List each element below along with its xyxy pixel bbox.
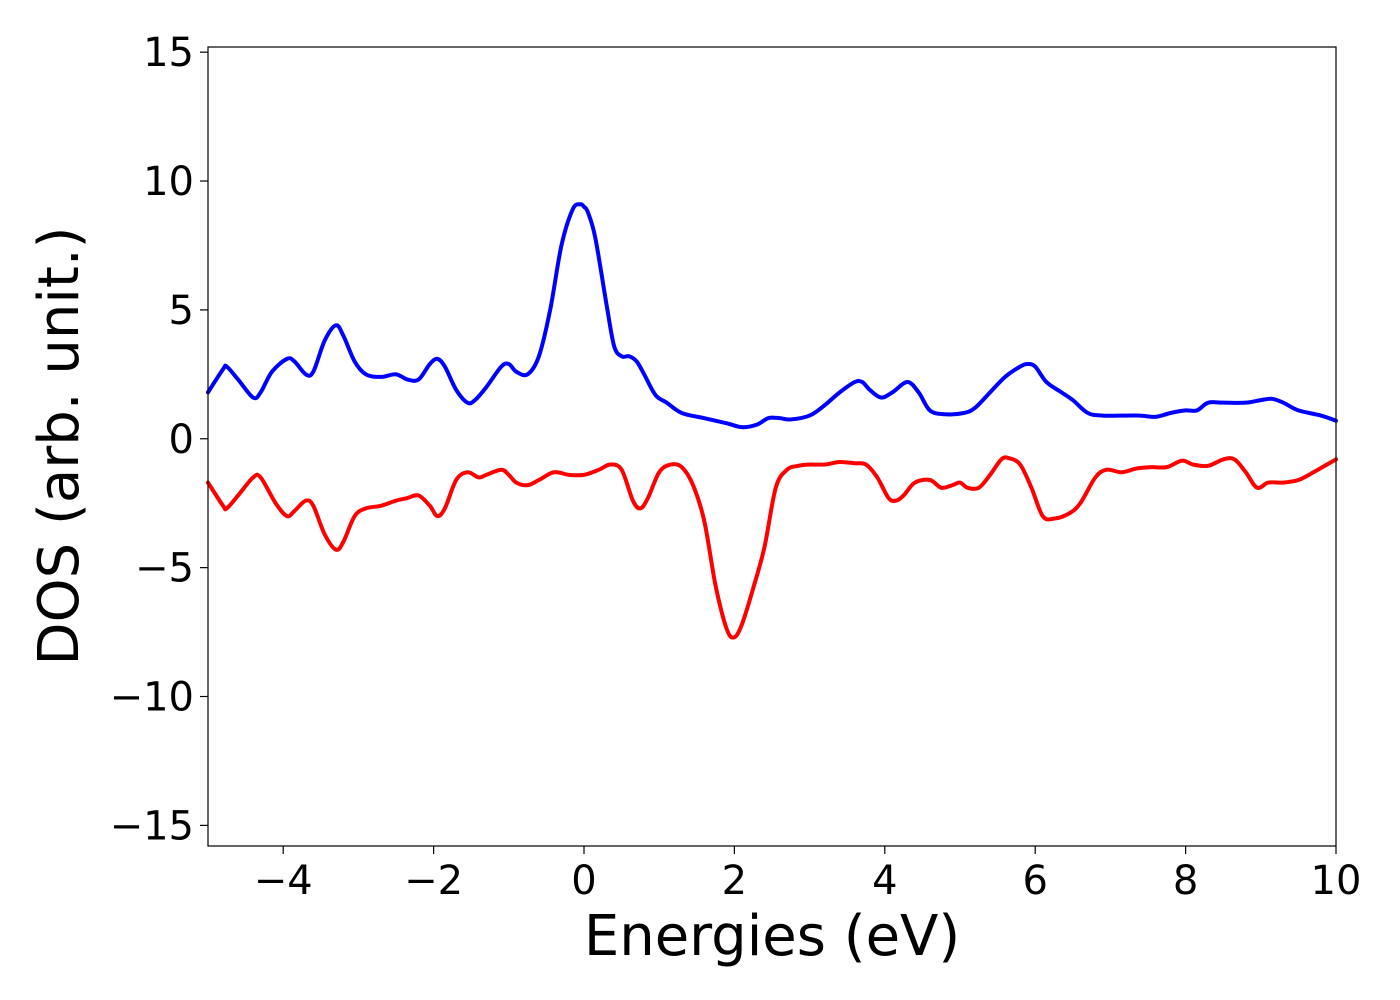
series-layer (206, 202, 1338, 640)
x-tick-label: 8 (1173, 858, 1198, 904)
x-tick-label: −2 (404, 858, 463, 904)
y-axis-label: DOS (arb. unit.) (27, 226, 92, 665)
plot-frame (207, 46, 1337, 847)
x-tick-label: 4 (872, 858, 897, 904)
x-axis: −4 −2 0 2 4 6 8 10 (254, 846, 1362, 904)
y-tick-label: 5 (169, 288, 194, 334)
y-tick-label: 10 (143, 159, 194, 205)
y-tick-label: 0 (169, 417, 194, 463)
x-tick-label: 10 (1311, 858, 1362, 904)
y-tick-label: −15 (110, 803, 194, 849)
series-line-2 (206, 455, 1338, 640)
y-tick-label: −5 (135, 546, 194, 592)
x-tick-label: 0 (571, 858, 596, 904)
x-tick-label: 2 (722, 858, 747, 904)
x-tick-label: −4 (254, 858, 313, 904)
y-tick-label: −10 (110, 675, 194, 721)
y-tick-label: 15 (143, 30, 194, 76)
y-axis: 15 10 5 0 −5 −10 −15 (110, 30, 208, 849)
series-line-1 (206, 202, 1338, 430)
x-tick-label: 6 (1022, 858, 1047, 904)
x-axis-label: Energies (eV) (584, 904, 960, 969)
